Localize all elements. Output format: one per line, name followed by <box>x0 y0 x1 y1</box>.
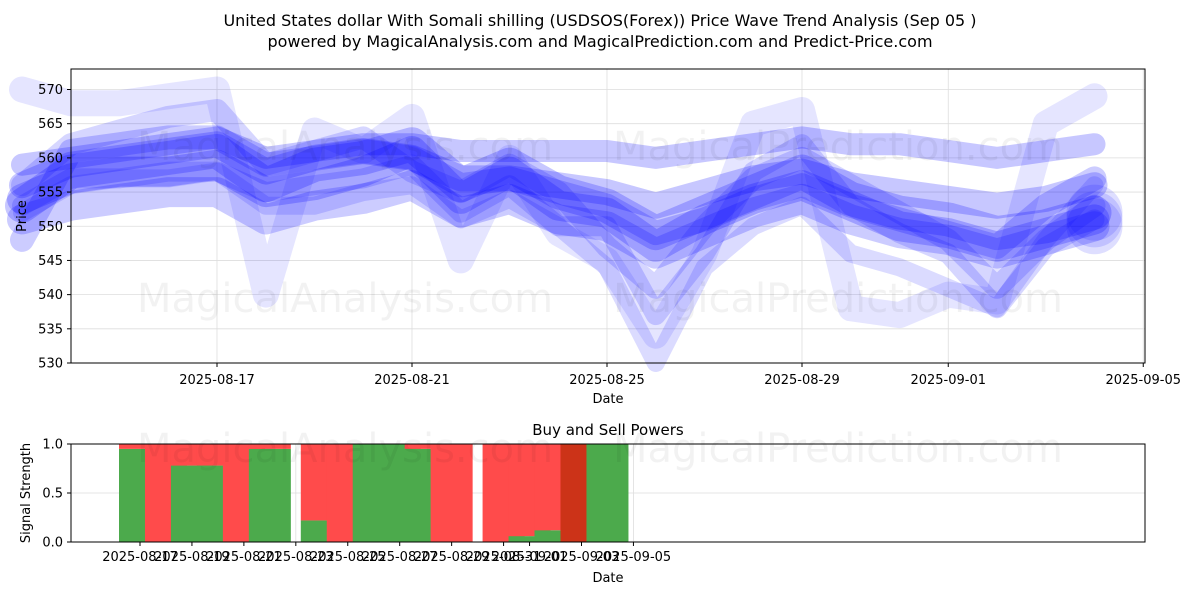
sell-power-bar <box>119 444 161 449</box>
price-wave-series <box>10 125 1107 259</box>
price-wave-series <box>7 170 1110 269</box>
powers-y-tick-label: 0.0 <box>42 536 63 551</box>
price-x-tick-label: 2025-09-05 <box>1105 373 1181 388</box>
chart-title-line2: powered by MagicalAnalysis.com and Magic… <box>267 32 932 51</box>
powers-y-tick-label: 1.0 <box>42 438 63 453</box>
price-y-tick-label: 555 <box>38 186 63 201</box>
price-y-tick-label: 545 <box>38 254 63 269</box>
price-x-tick-label: 2025-08-29 <box>764 373 840 388</box>
price-wave-series <box>5 127 1112 251</box>
price-y-tick-label: 550 <box>38 220 63 235</box>
powers-x-tick-label: 2025-08-19 <box>154 550 230 565</box>
price-y-tick-label: 560 <box>38 151 63 166</box>
sell-power-bar <box>404 444 447 449</box>
powers-x-tick-label: 2025-09-01 <box>492 550 568 565</box>
price-wave-series <box>13 162 1104 372</box>
price-y-ticks: 530 535 540 545 550 555 560 565 570 <box>38 83 71 372</box>
price-x-axis-label: Date <box>592 392 623 407</box>
powers-chart-title: Buy and Sell Powers <box>532 421 684 439</box>
watermark-analysis-mid: MagicalAnalysis.com <box>137 276 553 322</box>
price-x-tick-label: 2025-08-21 <box>374 373 450 388</box>
price-y-axis-label: Price <box>15 200 30 232</box>
powers-x-tick-label: 2025-09-05 <box>596 550 672 565</box>
sell-power-bar <box>430 444 473 542</box>
powers-y-tick-label: 0.5 <box>42 487 63 502</box>
price-wave-series <box>12 134 1105 326</box>
sell-power-bar <box>248 444 291 449</box>
price-y-tick-label: 530 <box>38 357 63 372</box>
price-wave-endpoint <box>1066 198 1123 255</box>
powers-x-tick-label: 2025-08-29 <box>414 550 490 565</box>
price-waves <box>5 76 1123 372</box>
price-x-ticks: 2025-08-17 2025-08-21 2025-08-25 2025-08-29… <box>179 363 1181 388</box>
watermark-prediction-bottom: MagicalPrediction.com <box>613 426 1063 472</box>
powers-x-tick-label: 2025-08-31 <box>466 550 542 565</box>
price-wave-series <box>11 126 1106 176</box>
powers-y-axis-label: Signal Strength <box>19 443 34 543</box>
powers-x-ticks: 2025-08-172025-08-192025-08-212025-08-23… <box>102 542 671 565</box>
powers-x-tick-label: 2025-08-25 <box>310 550 386 565</box>
buy-power-bar <box>534 530 577 542</box>
powers-x-tick-label: 2025-09-03 <box>544 550 620 565</box>
price-grid <box>71 69 1145 364</box>
price-wave-endpoint <box>1066 184 1123 241</box>
price-wave-series <box>7 136 1110 262</box>
buy-power-bar <box>586 444 629 542</box>
powers-x-tick-label: 2025-08-21 <box>206 550 282 565</box>
price-x-tick-label: 2025-08-25 <box>569 373 645 388</box>
price-y-tick-label: 540 <box>38 288 63 303</box>
price-y-tick-label: 570 <box>38 83 63 98</box>
price-y-tick-label: 565 <box>38 117 63 132</box>
watermark-prediction-mid: MagicalPrediction.com <box>613 276 1063 322</box>
powers-x-tick-label: 2025-08-17 <box>102 550 178 565</box>
price-wave-series <box>11 99 1106 299</box>
watermark-analysis-bottom: MagicalAnalysis.com <box>137 426 553 472</box>
price-wave-series <box>9 76 1108 349</box>
price-y-tick-label: 535 <box>38 322 63 337</box>
buy-power-bar <box>248 448 291 542</box>
price-wave-series <box>9 131 1108 219</box>
price-x-tick-label: 2025-09-01 <box>910 373 986 388</box>
powers-x-tick-label: 2025-08-27 <box>362 550 438 565</box>
watermark-analysis-top: MagicalAnalysis.com <box>137 124 553 170</box>
powers-y-ticks: 0.0 0.5 1.0 <box>42 438 71 551</box>
price-plot-frame <box>70 68 1146 364</box>
buy-power-bar <box>508 536 551 542</box>
chart-title-line1: United States dollar With Somali shillin… <box>223 11 976 30</box>
price-x-tick-label: 2025-08-17 <box>179 373 255 388</box>
powers-x-tick-label: 2025-08-23 <box>258 550 334 565</box>
powers-x-axis-label: Date <box>592 571 623 586</box>
watermark-prediction-top: MagicalPrediction.com <box>613 124 1063 170</box>
price-wave-endpoint <box>1066 191 1123 248</box>
powers-bars <box>119 444 629 542</box>
